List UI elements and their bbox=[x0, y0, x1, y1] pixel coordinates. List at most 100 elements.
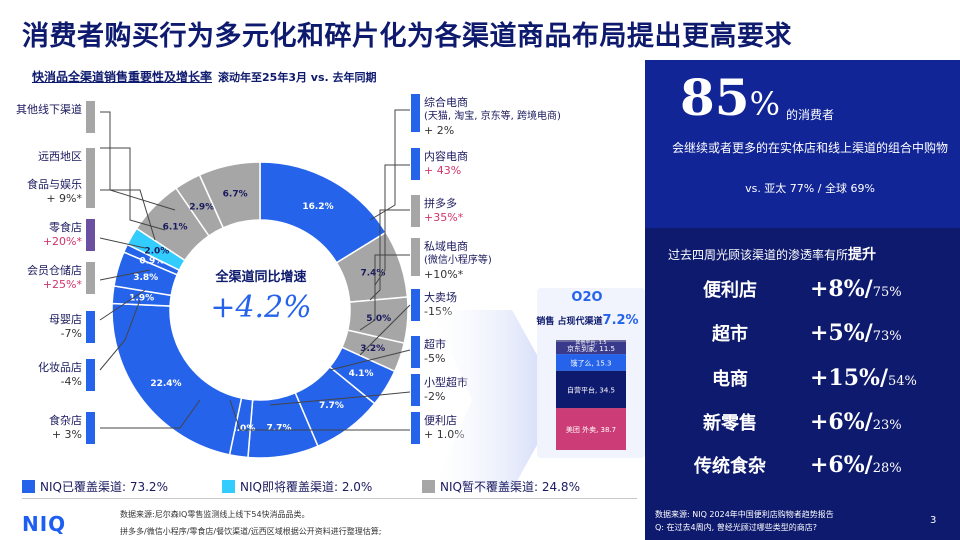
center-label: 全渠道同比增速 bbox=[215, 270, 307, 285]
penetration-value: +6%/28% bbox=[810, 452, 902, 478]
o2o-segment-label-1: 自营平台, 34.5 bbox=[567, 385, 615, 394]
o2o-share-label: 销售 占现代渠道 bbox=[536, 317, 603, 327]
left-label-name: 食杂店 bbox=[49, 414, 82, 427]
o2o-segment-label-2: 饿了么, 15.3 bbox=[570, 358, 611, 367]
right-label-name: 私域电商 bbox=[424, 240, 468, 253]
penetration-title-bold: 提升 bbox=[848, 247, 877, 263]
penetration-value: +15%/54% bbox=[810, 365, 917, 391]
penetration-channel: 超市 bbox=[712, 324, 748, 345]
stat-panel bbox=[645, 60, 960, 228]
right-label-name: 便利店 bbox=[424, 414, 457, 427]
right-label-bar bbox=[411, 238, 420, 276]
chart-subtitle-text: 快消品全渠道销售重要性及增长率 bbox=[32, 70, 213, 84]
donut-slice-label-3: 3.2% bbox=[360, 344, 385, 354]
o2o-share-value: 7.2% bbox=[602, 313, 639, 328]
right-label-item: 超市 -5% bbox=[424, 338, 624, 366]
left-label-growth: -7% bbox=[60, 327, 82, 340]
o2o-segment-label-3: 京东到家, 11.5 bbox=[567, 344, 615, 353]
page-number: 3 bbox=[930, 515, 937, 526]
stat-description: 会继续或者更多的在实体店和线上渠道的组合中购物 bbox=[671, 141, 948, 155]
donut-slice-label-6: 7.7% bbox=[267, 423, 292, 433]
left-label-name: 零食店 bbox=[49, 221, 82, 234]
legend-swatch-upcoming bbox=[222, 480, 235, 493]
legend-label-upcoming: NIQ即将覆盖渠道: bbox=[240, 480, 339, 494]
right-label-growth: + 43% bbox=[424, 164, 462, 177]
left-label-name: 远西地区 bbox=[38, 150, 82, 163]
right-label-name: 综合电商 bbox=[424, 96, 468, 109]
donut-slice-15 bbox=[198, 161, 261, 229]
left-label-growth: +25%* bbox=[42, 278, 82, 291]
penetration-value: +8%/75% bbox=[810, 276, 902, 302]
right-label-name: 内容电商 bbox=[424, 150, 468, 163]
o2o-segment-0 bbox=[556, 408, 626, 450]
stat-label: 的消费者 bbox=[786, 108, 835, 122]
right-label-growth: -5% bbox=[424, 352, 446, 365]
penetration-channel: 电商 bbox=[712, 369, 748, 390]
donut-slice-label-11: 0.9% bbox=[139, 256, 164, 266]
left-label-item: 食杂店 + 3% bbox=[2, 414, 82, 442]
right-label-growth: +35%* bbox=[424, 211, 464, 224]
left-label-item: 食品与娱乐 + 9%* bbox=[2, 178, 82, 206]
penetration-change: +6%/ bbox=[810, 452, 873, 478]
left-label-name: 其他线下渠道 bbox=[16, 103, 82, 116]
penetration-title-prefix: 过去四周光顾该渠道的渗透率有所 bbox=[668, 248, 849, 262]
right-label-growth: +10%* bbox=[424, 268, 464, 281]
penetration-base: 75% bbox=[872, 285, 902, 300]
right-label-item: 综合电商 (天猫, 淘宝, 京东等, 跨境电商) + 2% bbox=[424, 96, 624, 138]
penetration-change: +5%/ bbox=[810, 320, 873, 346]
o2o-segment-3 bbox=[556, 341, 626, 355]
penetration-base: 73% bbox=[872, 329, 902, 344]
left-label-item: 会员仓储店 +25%* bbox=[2, 264, 82, 292]
legend-covered: NIQ已覆盖渠道: 73.2% bbox=[22, 478, 168, 495]
penetration-channel: 传统食杂 bbox=[694, 456, 766, 477]
left-label-bar bbox=[86, 148, 95, 180]
left-label-name: 食品与娱乐 bbox=[27, 178, 82, 191]
left-label-growth: +20%* bbox=[42, 235, 82, 248]
right-label-item: 私域电商 (微信小程序等) +10%* bbox=[424, 240, 624, 282]
penetration-row: 便利店 +8%/75% bbox=[670, 276, 950, 310]
donut-slice-label-15: 6.7% bbox=[223, 190, 248, 200]
o2o-segment-4 bbox=[556, 340, 626, 342]
right-label-sub: (微信小程序等) bbox=[424, 255, 492, 266]
legend-upcoming: NIQ即将覆盖渠道: 2.0% bbox=[222, 478, 372, 495]
penetration-value: +5%/73% bbox=[810, 320, 902, 346]
donut-slice-label-5: 7.7% bbox=[319, 401, 344, 411]
penetration-row: 传统食杂 +6%/28% bbox=[670, 452, 950, 486]
o2o-segment-label-0: 美团 外卖, 38.7 bbox=[566, 425, 616, 434]
legend-not-covered: NIQ暂不覆盖渠道: 24.8% bbox=[422, 478, 580, 495]
right-label-item: 拼多多 +35%* bbox=[424, 197, 624, 225]
left-label-item: 零食店 +20%* bbox=[2, 221, 82, 249]
left-label-growth: + 3% bbox=[51, 428, 82, 441]
niq-logo: NIQ bbox=[22, 512, 67, 536]
penetration-title: 过去四周光顾该渠道的渗透率有所提升 bbox=[668, 244, 876, 264]
chart-subtitle-scope: 滚动年至25年3月 vs. 去年同期 bbox=[218, 71, 377, 84]
source-right-2: Q: 在过去4周内, 曾经光顾过哪些类型的商店? bbox=[655, 523, 817, 532]
left-label-name: 母婴店 bbox=[49, 313, 82, 326]
right-label-growth: + 1.0% bbox=[424, 428, 465, 441]
left-label-name: 化妆品店 bbox=[38, 361, 82, 374]
left-label-name: 会员仓储店 bbox=[27, 264, 82, 277]
source-left-1: 数据来源:尼尔森IQ零售监测线上线下54快消品品类。 bbox=[120, 510, 310, 519]
divider bbox=[22, 498, 637, 499]
left-label-item: 其他线下渠道 bbox=[2, 103, 82, 117]
penetration-base: 23% bbox=[872, 418, 902, 433]
legend-swatch-covered bbox=[22, 480, 35, 493]
left-label-bar bbox=[86, 262, 95, 294]
stat-number: 85% bbox=[680, 68, 780, 127]
penetration-channel: 新零售 bbox=[703, 413, 757, 434]
o2o-share: 销售 占现代渠道7.2% bbox=[530, 313, 645, 328]
chart-subtitle: 快消品全渠道销售重要性及增长率 滚动年至25年3月 vs. 去年同期 bbox=[32, 68, 377, 85]
donut-slice-label-12: 2.0% bbox=[144, 247, 169, 257]
penetration-base: 28% bbox=[872, 461, 902, 476]
left-label-item: 化妆品店 -4% bbox=[2, 361, 82, 389]
legend-swatch-not-covered bbox=[422, 480, 435, 493]
donut-slice-label-8: 22.4% bbox=[150, 379, 181, 389]
left-label-item: 远西地区 bbox=[2, 150, 82, 164]
right-label-growth: -2% bbox=[424, 390, 446, 403]
right-label-item: 小型超市 -2% bbox=[424, 376, 624, 404]
right-label-bar bbox=[411, 336, 420, 368]
penetration-change: +6%/ bbox=[810, 409, 873, 435]
left-label-bar bbox=[86, 311, 95, 343]
stat-compare: vs. 亚太 77% / 全球 69% bbox=[745, 182, 875, 195]
o2o-stacked-bar: 美团 外卖, 38.7 自营平台, 34.5 饿了么, 15.3 京东到家, 11.5… bbox=[556, 340, 626, 450]
